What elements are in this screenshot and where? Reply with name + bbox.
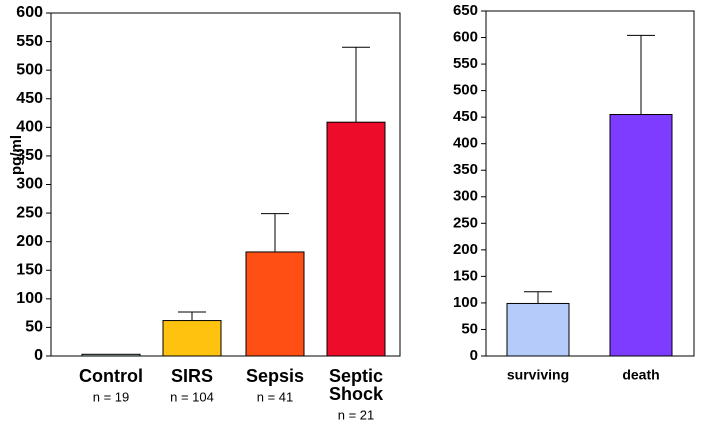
- right-bar-chart: 0 50 100 150 200 250 300 350 400 450 500 550 600 650 s…: [453, 2, 695, 383]
- y-tick-label: 600: [16, 4, 43, 21]
- x-tick-label: Shock: [329, 384, 384, 404]
- y-tick-label: 550: [16, 33, 43, 50]
- y-tick-label: 650: [453, 2, 478, 19]
- y-tick-label: 50: [25, 319, 43, 336]
- y-tick-label: 400: [453, 135, 478, 152]
- bar: [162, 320, 222, 357]
- y-tick-label: 550: [453, 55, 478, 72]
- sample-size-label: n = 41: [257, 389, 294, 404]
- y-tick-label: 0: [470, 347, 478, 364]
- x-tick-label: surviving: [507, 367, 569, 383]
- y-tick-label: 200: [453, 241, 478, 258]
- y-tick-label: 250: [453, 214, 478, 231]
- y-tick-label: 150: [453, 267, 478, 284]
- plot-frame: [485, 10, 695, 357]
- y-tick-label: 250: [16, 204, 43, 221]
- y-tick-label: 200: [16, 233, 43, 250]
- y-tick-label: 500: [16, 61, 43, 78]
- y-tick-label: 400: [16, 119, 43, 136]
- left-bar-chart: 0 50 100 150 200 250 300 350 400 450 500 550 600 pg/m…: [8, 4, 401, 422]
- y-tick-label: 100: [16, 290, 43, 307]
- x-tick-label: Control: [79, 366, 143, 386]
- y-tick-label: 300: [453, 188, 478, 205]
- x-tick-label: death: [622, 367, 659, 383]
- y-tick-label: 600: [453, 29, 478, 46]
- bar: [506, 302, 570, 357]
- bar: [81, 353, 141, 357]
- y-tick-label: 500: [453, 82, 478, 99]
- x-tick-label: SIRS: [171, 366, 213, 386]
- y-tick-label: 0: [34, 347, 43, 364]
- sample-size-label: n = 19: [93, 389, 130, 404]
- y-tick-label: 450: [453, 108, 478, 125]
- y-tick-label: 350: [16, 147, 43, 164]
- bar: [609, 114, 673, 357]
- y-tick-label: 300: [16, 176, 43, 193]
- x-tick-label: Sepsis: [246, 366, 304, 386]
- y-tick-label: 100: [453, 294, 478, 311]
- bar: [245, 251, 305, 357]
- y-tick-label: 150: [16, 261, 43, 278]
- x-tick-label: Septic: [329, 366, 383, 386]
- sample-size-label: n = 104: [170, 389, 214, 404]
- y-tick-label: 450: [16, 90, 43, 107]
- bar: [326, 121, 386, 357]
- y-tick-label: 50: [461, 320, 478, 337]
- y-axis-label: pg/ml: [8, 135, 25, 175]
- sample-size-label: n = 21: [338, 407, 375, 422]
- y-tick-label: 350: [453, 161, 478, 178]
